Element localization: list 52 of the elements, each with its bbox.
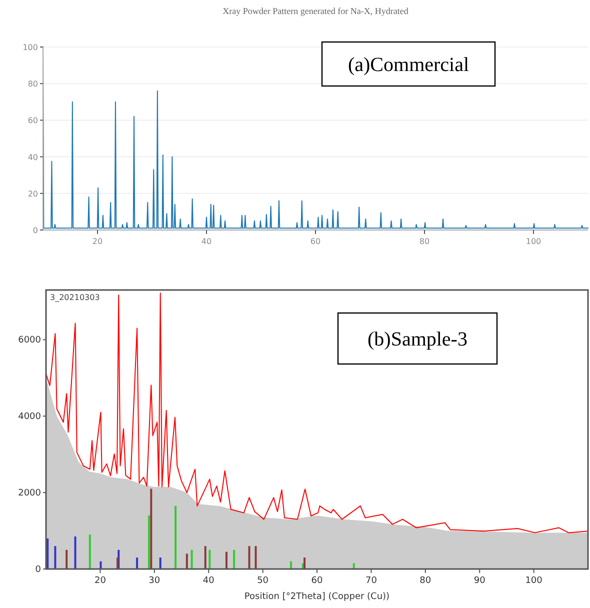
bar — [254, 546, 257, 569]
annotation: 3_20210303 — [50, 293, 100, 302]
x-axis-title: Position [°2Theta] (Copper (Cu)) — [244, 592, 390, 602]
x-tick-label: 40 — [201, 237, 212, 246]
x-tick-label: 60 — [310, 237, 321, 246]
bar — [233, 550, 236, 569]
y-tick-label: 0 — [32, 226, 38, 235]
y-tick-label: 100 — [22, 43, 38, 52]
bar — [225, 552, 228, 569]
bar — [290, 561, 292, 569]
bar — [88, 534, 91, 569]
bar — [208, 550, 211, 569]
x-tick-label: 20 — [94, 576, 106, 586]
chart-title: Xray Powder Pattern generated for Na-X, Hydrated — [222, 6, 409, 16]
x-tick-label: 80 — [419, 237, 430, 246]
bar — [186, 554, 188, 569]
y-tick-label: 20 — [28, 189, 38, 198]
x-tick-label: 50 — [257, 576, 269, 586]
annotation: (b)Sample-3 — [368, 328, 468, 350]
y-tick-label: 2000 — [18, 488, 42, 499]
y-tick-label: 60 — [28, 116, 38, 126]
y-tick-label: 80 — [28, 80, 38, 89]
x-tick-label: 70 — [365, 576, 378, 586]
bar — [174, 506, 177, 569]
bar — [248, 546, 250, 569]
bar — [304, 558, 306, 569]
bar — [116, 558, 119, 569]
bar — [54, 546, 56, 569]
bar — [74, 536, 76, 569]
bar — [66, 550, 68, 569]
x-tick-label: 80 — [420, 576, 432, 586]
bar — [190, 550, 193, 569]
x-tick-label: 20 — [92, 237, 103, 246]
line-series — [42, 46, 588, 229]
x-tick-label: 60 — [311, 576, 323, 586]
y-tick-label: 0 — [35, 565, 42, 575]
bar — [100, 561, 102, 569]
bar — [159, 558, 162, 569]
y-tick-label: 40 — [28, 152, 38, 162]
line-series — [46, 292, 588, 534]
x-tick-label: 40 — [202, 576, 215, 586]
bar — [204, 546, 206, 569]
x-tick-label: 30 — [148, 576, 160, 586]
x-tick-label: 100 — [526, 237, 542, 246]
bar — [148, 515, 150, 569]
annotation: (a)Commercial — [348, 54, 470, 76]
y-tick-label: 6000 — [18, 336, 42, 346]
y-tick-label: 4000 — [18, 412, 42, 422]
bar — [150, 488, 152, 569]
x-tick-label: 90 — [474, 576, 486, 586]
bar — [136, 558, 138, 569]
x-tick-label: 100 — [525, 576, 543, 586]
